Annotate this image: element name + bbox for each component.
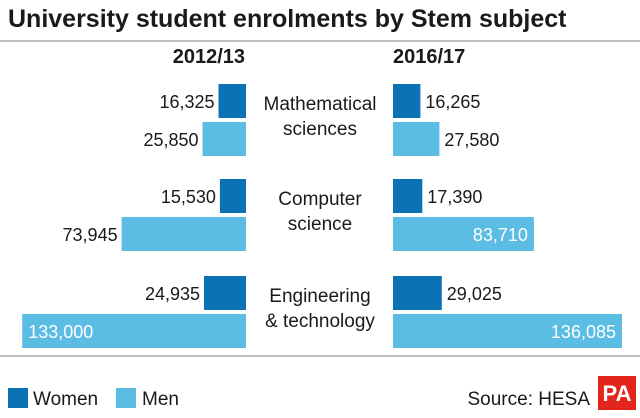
legend: Women Men [8, 388, 179, 410]
bar-men-engineering-technology-2016 [393, 314, 622, 348]
chart-title: University student enrolments by Stem su… [8, 5, 567, 33]
value-label-women-mathematical-sciences-2016: 16,265 [425, 92, 480, 112]
value-label-women-engineering-technology-2012: 24,935 [145, 284, 200, 304]
category-label-computer-science-line1: Computer [278, 189, 362, 210]
bar-women-mathematical-sciences-2016 [393, 84, 421, 118]
source-text: Source: HESA [468, 389, 591, 410]
category-labels: Mathematical sciences Computer science Engin… [264, 94, 377, 332]
bar-men-mathematical-sciences-2016 [393, 122, 440, 156]
pa-logo-text: PA [603, 381, 632, 406]
legend-swatch-women [8, 388, 28, 408]
pa-logo: PA [598, 376, 636, 410]
category-label-mathematical-sciences-line1: Mathematical [264, 94, 377, 115]
value-label-men-computer-science-2012: 73,945 [63, 225, 118, 245]
bars [22, 84, 622, 348]
bar-women-computer-science-2012 [219, 179, 246, 213]
period-label-right: 2016/17 [393, 46, 465, 68]
bar-men-computer-science-2016 [393, 217, 534, 251]
legend-label-women: Women [33, 389, 98, 410]
bar-men-engineering-technology-2012 [22, 314, 247, 348]
value-label-men-engineering-technology-2012: 133,000 [28, 322, 93, 342]
bar-women-engineering-technology-2012 [204, 276, 246, 310]
legend-swatch-men [116, 388, 136, 408]
value-label-women-computer-science-2016: 17,390 [427, 187, 482, 207]
bar-women-engineering-technology-2016 [393, 276, 442, 310]
value-label-women-mathematical-sciences-2012: 16,325 [159, 92, 214, 112]
value-label-men-computer-science-2016: 83,710 [473, 225, 528, 245]
legend-label-men: Men [142, 389, 179, 410]
category-label-engineering-technology-line2: & technology [265, 311, 375, 332]
category-label-computer-science-line2: science [288, 214, 352, 235]
value-labels: 16,325 16,265 25,850 27,580 15,530 17,390 73,9… [28, 92, 616, 342]
category-label-mathematical-sciences-line2: sciences [283, 119, 357, 140]
pa-logo-box [598, 376, 636, 410]
period-label-left: 2012/13 [173, 46, 245, 68]
bar-men-computer-science-2012 [121, 217, 246, 251]
bar-women-computer-science-2016 [393, 179, 423, 213]
bar-men-mathematical-sciences-2012 [202, 122, 246, 156]
bar-women-mathematical-sciences-2012 [218, 84, 246, 118]
value-label-men-mathematical-sciences-2016: 27,580 [444, 130, 499, 150]
value-label-women-computer-science-2012: 15,530 [161, 187, 216, 207]
value-label-women-engineering-technology-2016: 29,025 [447, 284, 502, 304]
category-label-engineering-technology-line1: Engineering [269, 286, 370, 307]
value-label-men-mathematical-sciences-2012: 25,850 [143, 130, 198, 150]
value-label-men-engineering-technology-2016: 136,085 [551, 322, 616, 342]
